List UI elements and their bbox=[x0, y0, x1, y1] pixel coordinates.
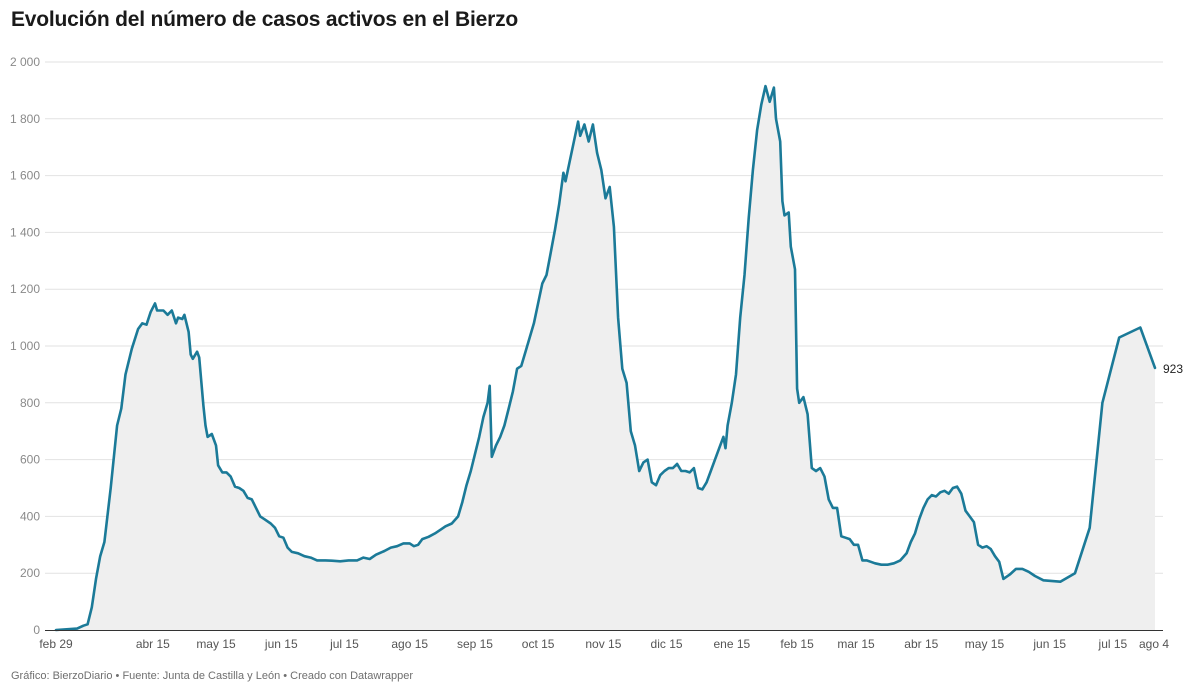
y-tick-label: 200 bbox=[20, 566, 40, 580]
y-tick-label: 1 400 bbox=[10, 225, 40, 239]
x-tick-label: may 15 bbox=[196, 637, 236, 651]
end-value-label: 923 bbox=[1163, 362, 1183, 376]
x-tick-label: oct 15 bbox=[522, 637, 555, 651]
x-tick-label: ene 15 bbox=[713, 637, 750, 651]
y-tick-label: 800 bbox=[20, 396, 40, 410]
x-tick-label: sep 15 bbox=[457, 637, 493, 651]
x-tick-label: mar 15 bbox=[837, 637, 875, 651]
x-axis-labels: feb 29 abr 15 may 15 jun 15 jul 15 ago 15 sep … bbox=[39, 637, 1169, 651]
y-tick-label: 400 bbox=[20, 509, 40, 523]
x-tick-label: jun 15 bbox=[1032, 637, 1066, 651]
y-tick-label: 1 200 bbox=[10, 282, 40, 296]
x-tick-label: ago 4 bbox=[1139, 637, 1169, 651]
x-tick-label: jun 15 bbox=[264, 637, 298, 651]
chart-title: Evolución del número de casos activos en… bbox=[11, 8, 518, 31]
line-layer bbox=[54, 84, 1157, 632]
x-tick-label: nov 15 bbox=[585, 637, 621, 651]
y-tick-label: 1 000 bbox=[10, 339, 40, 353]
x-tick-label: ago 15 bbox=[391, 637, 428, 651]
series-area bbox=[56, 86, 1155, 631]
x-tick-label: feb 29 bbox=[39, 637, 73, 651]
x-tick-label: feb 15 bbox=[780, 637, 814, 651]
area-layer bbox=[56, 86, 1155, 631]
y-tick-label: 1 600 bbox=[10, 169, 40, 183]
x-tick-label: abr 15 bbox=[136, 637, 170, 651]
footer-credits: Gráfico: BierzoDiario • Fuente: Junta de… bbox=[11, 670, 414, 682]
y-tick-label: 0 bbox=[33, 623, 40, 637]
y-tick-label: 2 000 bbox=[10, 55, 40, 69]
x-tick-label: dic 15 bbox=[651, 637, 683, 651]
x-tick-label: jul 15 bbox=[329, 637, 359, 651]
x-tick-label: jul 15 bbox=[1098, 637, 1128, 651]
y-tick-label: 1 800 bbox=[10, 112, 40, 126]
series-line bbox=[54, 84, 1157, 632]
y-tick-label: 600 bbox=[20, 453, 40, 467]
x-tick-label: may 15 bbox=[965, 637, 1005, 651]
y-axis-labels: 0 200 400 600 800 1 000 1 200 1 400 1 600 1 800 2 … bbox=[10, 55, 40, 637]
x-tick-label: abr 15 bbox=[904, 637, 938, 651]
